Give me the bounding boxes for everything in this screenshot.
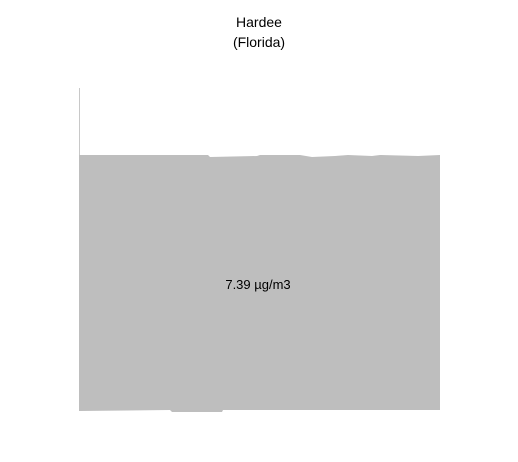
value-area: [79, 155, 440, 412]
chart-title: Hardee: [236, 14, 282, 30]
chart-subtitle: (Florida): [232, 34, 286, 50]
value-label: 7.39 µg/m3: [225, 277, 290, 292]
chart-title-block: Hardee (Florida): [0, 12, 518, 52]
